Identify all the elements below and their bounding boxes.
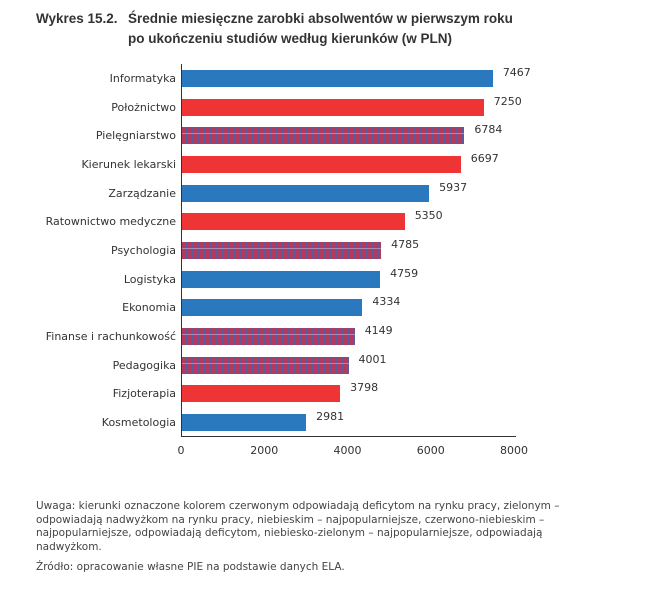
bar [182, 155, 461, 173]
value-label: 2981 [316, 409, 345, 423]
bar [182, 356, 349, 374]
x-tick-label: 2000 [250, 444, 279, 457]
category-label: Ratownictwo medyczne [45, 215, 176, 229]
value-label: 6784 [474, 123, 503, 137]
chart-source: Źródło: opracowanie własne PIE na podsta… [36, 561, 345, 573]
bar-row: Pielęgniarstwo 6784 [0, 123, 649, 145]
bar-row: Logistyka 4759 [0, 267, 649, 289]
title-line-2: po ukończeniu studiów według kierunków (… [128, 31, 453, 46]
bar [182, 413, 307, 431]
category-label: Ekonomia [122, 301, 176, 315]
value-label: 5937 [439, 180, 468, 194]
bar-row: Zarządzanie 5937 [0, 181, 649, 203]
category-label: Finanse i rachunkowość [45, 329, 176, 343]
bar [182, 241, 382, 259]
bar-row: Finanse i rachunkowość 4149 [0, 324, 649, 346]
value-label: 6697 [470, 151, 499, 165]
category-label: Logistyka [123, 272, 176, 286]
bar-row: Informatyka 7467 [0, 66, 649, 88]
value-label: 4149 [364, 323, 393, 337]
value-label: 3798 [350, 381, 379, 395]
category-label: Zarządzanie [108, 186, 176, 200]
bar-row: Położnictwo 7250 [0, 95, 649, 117]
value-label: 4759 [390, 266, 419, 280]
category-label: Pedagogika [112, 358, 176, 372]
figure-title: Średnie miesięczne zarobki absolwentów w… [128, 9, 548, 49]
bar [182, 184, 430, 202]
title-line-1: Średnie miesięczne zarobki absolwentów w… [128, 11, 513, 26]
bar [182, 299, 363, 317]
bar [182, 70, 493, 87]
bar [182, 213, 405, 231]
category-label: Psychologia [111, 243, 176, 257]
value-label: 7250 [493, 94, 522, 108]
bar-row: Pedagogika 4001 [0, 353, 649, 375]
y-axis-line [181, 64, 182, 437]
value-label: 7467 [502, 66, 531, 79]
bar-row: Kosmetologia 2981 [0, 410, 649, 432]
bar [182, 127, 465, 145]
category-label: Kosmetologia [101, 415, 176, 429]
bar-row: Ekonomia 4334 [0, 295, 649, 317]
value-label: 4785 [391, 237, 420, 251]
category-label: Położnictwo [111, 100, 176, 114]
value-label: 4001 [358, 352, 387, 366]
x-tick-label: 4000 [333, 444, 362, 457]
x-axis-line [181, 436, 516, 437]
value-label: 5350 [414, 209, 443, 223]
bar [182, 327, 355, 345]
figure-number: Wykres 15.2. [36, 11, 118, 26]
bar-row: Kierunek lekarski 6697 [0, 152, 649, 174]
bar [182, 98, 484, 116]
category-label: Fizjoterapia [112, 387, 176, 401]
chart-note: Uwaga: kierunki oznaczone kolorem czerwo… [36, 500, 560, 553]
bar [182, 270, 381, 288]
x-tick-label: 0 [177, 444, 185, 457]
category-label: Informatyka [109, 72, 176, 85]
bar-row: Fizjoterapia 3798 [0, 381, 649, 403]
category-label: Kierunek lekarski [81, 157, 176, 171]
category-label: Pielęgniarstwo [95, 129, 176, 143]
bar-row: Ratownictwo medyczne 5350 [0, 209, 649, 231]
bar [182, 385, 341, 403]
bar-chart: Informatyka 7467 Położnictwo 7250 Pielęgniar… [0, 64, 649, 457]
bar-row: Psychologia 4785 [0, 238, 649, 260]
x-tick-label: 8000 [500, 444, 528, 457]
value-label: 4334 [372, 295, 401, 309]
x-tick-label: 6000 [416, 444, 445, 457]
